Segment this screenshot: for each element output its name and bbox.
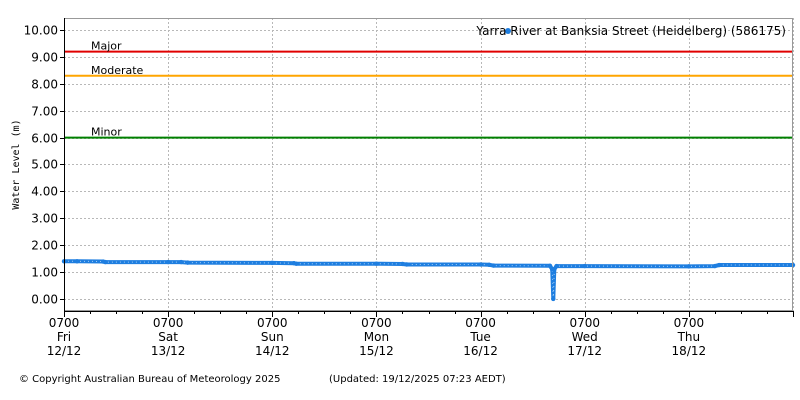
x-tick-label: 0700 (153, 316, 184, 330)
y-tick-label: 5.00 (31, 158, 58, 172)
y-tick-label: 10.00 (24, 24, 58, 38)
data-point (404, 262, 410, 267)
y-tick-label: 2.00 (31, 239, 58, 253)
x-tick-label: 0700 (674, 316, 705, 330)
y-tick-label: 9.00 (31, 51, 58, 65)
data-point (717, 262, 722, 268)
threshold-label-major: Major (91, 40, 122, 53)
data-point (554, 263, 559, 269)
x-tick-label: Fri (57, 330, 71, 344)
x-tick-label: 16/12 (463, 344, 498, 358)
legend-label: Yarra River at Banksia Street (Heidelber… (475, 24, 786, 38)
data-point (491, 263, 496, 268)
data-point (165, 259, 171, 265)
x-tick-label: 18/12 (672, 344, 707, 358)
grid-lines (64, 18, 794, 311)
data-point (374, 261, 379, 266)
data-point (74, 259, 80, 264)
data-point (547, 263, 553, 269)
data-point (551, 296, 556, 302)
data-point (270, 260, 275, 266)
x-tick-label: Thu (677, 330, 701, 344)
x-tick-label: Sat (158, 330, 178, 344)
series-layer (61, 259, 796, 302)
data-point (400, 261, 405, 267)
y-tick-label: 1.00 (31, 266, 58, 280)
axes: 0.00 1.00 2.00 3.00 4.00 5.00 6.00 7.00 8.00 9.00… (11, 18, 794, 358)
x-tick-label: Wed (572, 330, 598, 344)
data-point (712, 263, 718, 269)
data-point (178, 259, 184, 265)
data-point (103, 259, 108, 265)
x-tick-label: 0700 (569, 316, 600, 330)
y-axis-label: Water Level (m) (11, 119, 22, 209)
threshold-label-minor: Minor (91, 126, 122, 139)
x-tick-label: Sun (261, 330, 284, 344)
data-point (293, 261, 299, 266)
x-tick-label: Tue (469, 330, 491, 344)
legend: Yarra River at Banksia Street (Heidelber… (475, 24, 786, 38)
x-tick-label: Mon (364, 330, 389, 344)
data-point (552, 267, 557, 272)
y-tick-label: 7.00 (31, 105, 58, 119)
x-tick-label: 0700 (361, 316, 392, 330)
flood-thresholds: Major Moderate Minor (64, 40, 793, 139)
x-tick-label: 15/12 (359, 344, 394, 358)
y-tick-label: 0.00 (31, 293, 58, 307)
y-tick-label: 8.00 (31, 78, 58, 92)
x-tick-label: 0700 (49, 316, 80, 330)
x-tick-label: 13/12 (151, 344, 186, 358)
copyright-text: © Copyright Australian Bureau of Meteoro… (19, 374, 281, 385)
data-point (686, 264, 692, 269)
updated-timestamp: (Updated: 19/12/2025 07:23 AEDT) (329, 374, 506, 385)
x-tick-label: 12/12 (47, 344, 82, 358)
legend-marker (505, 28, 511, 34)
x-tick-label: 0700 (257, 316, 288, 330)
threshold-label-moderate: Moderate (91, 64, 144, 77)
x-tick-label: 14/12 (255, 344, 290, 358)
data-point (478, 262, 483, 267)
x-tick-label: 0700 (465, 316, 496, 330)
data-point (487, 262, 492, 267)
x-tick-label: 17/12 (567, 344, 602, 358)
y-tick-label: 6.00 (31, 132, 58, 146)
y-tick-label: 4.00 (31, 185, 58, 199)
y-tick-label: 3.00 (31, 212, 58, 226)
data-point (185, 260, 190, 265)
data-point (582, 263, 587, 269)
